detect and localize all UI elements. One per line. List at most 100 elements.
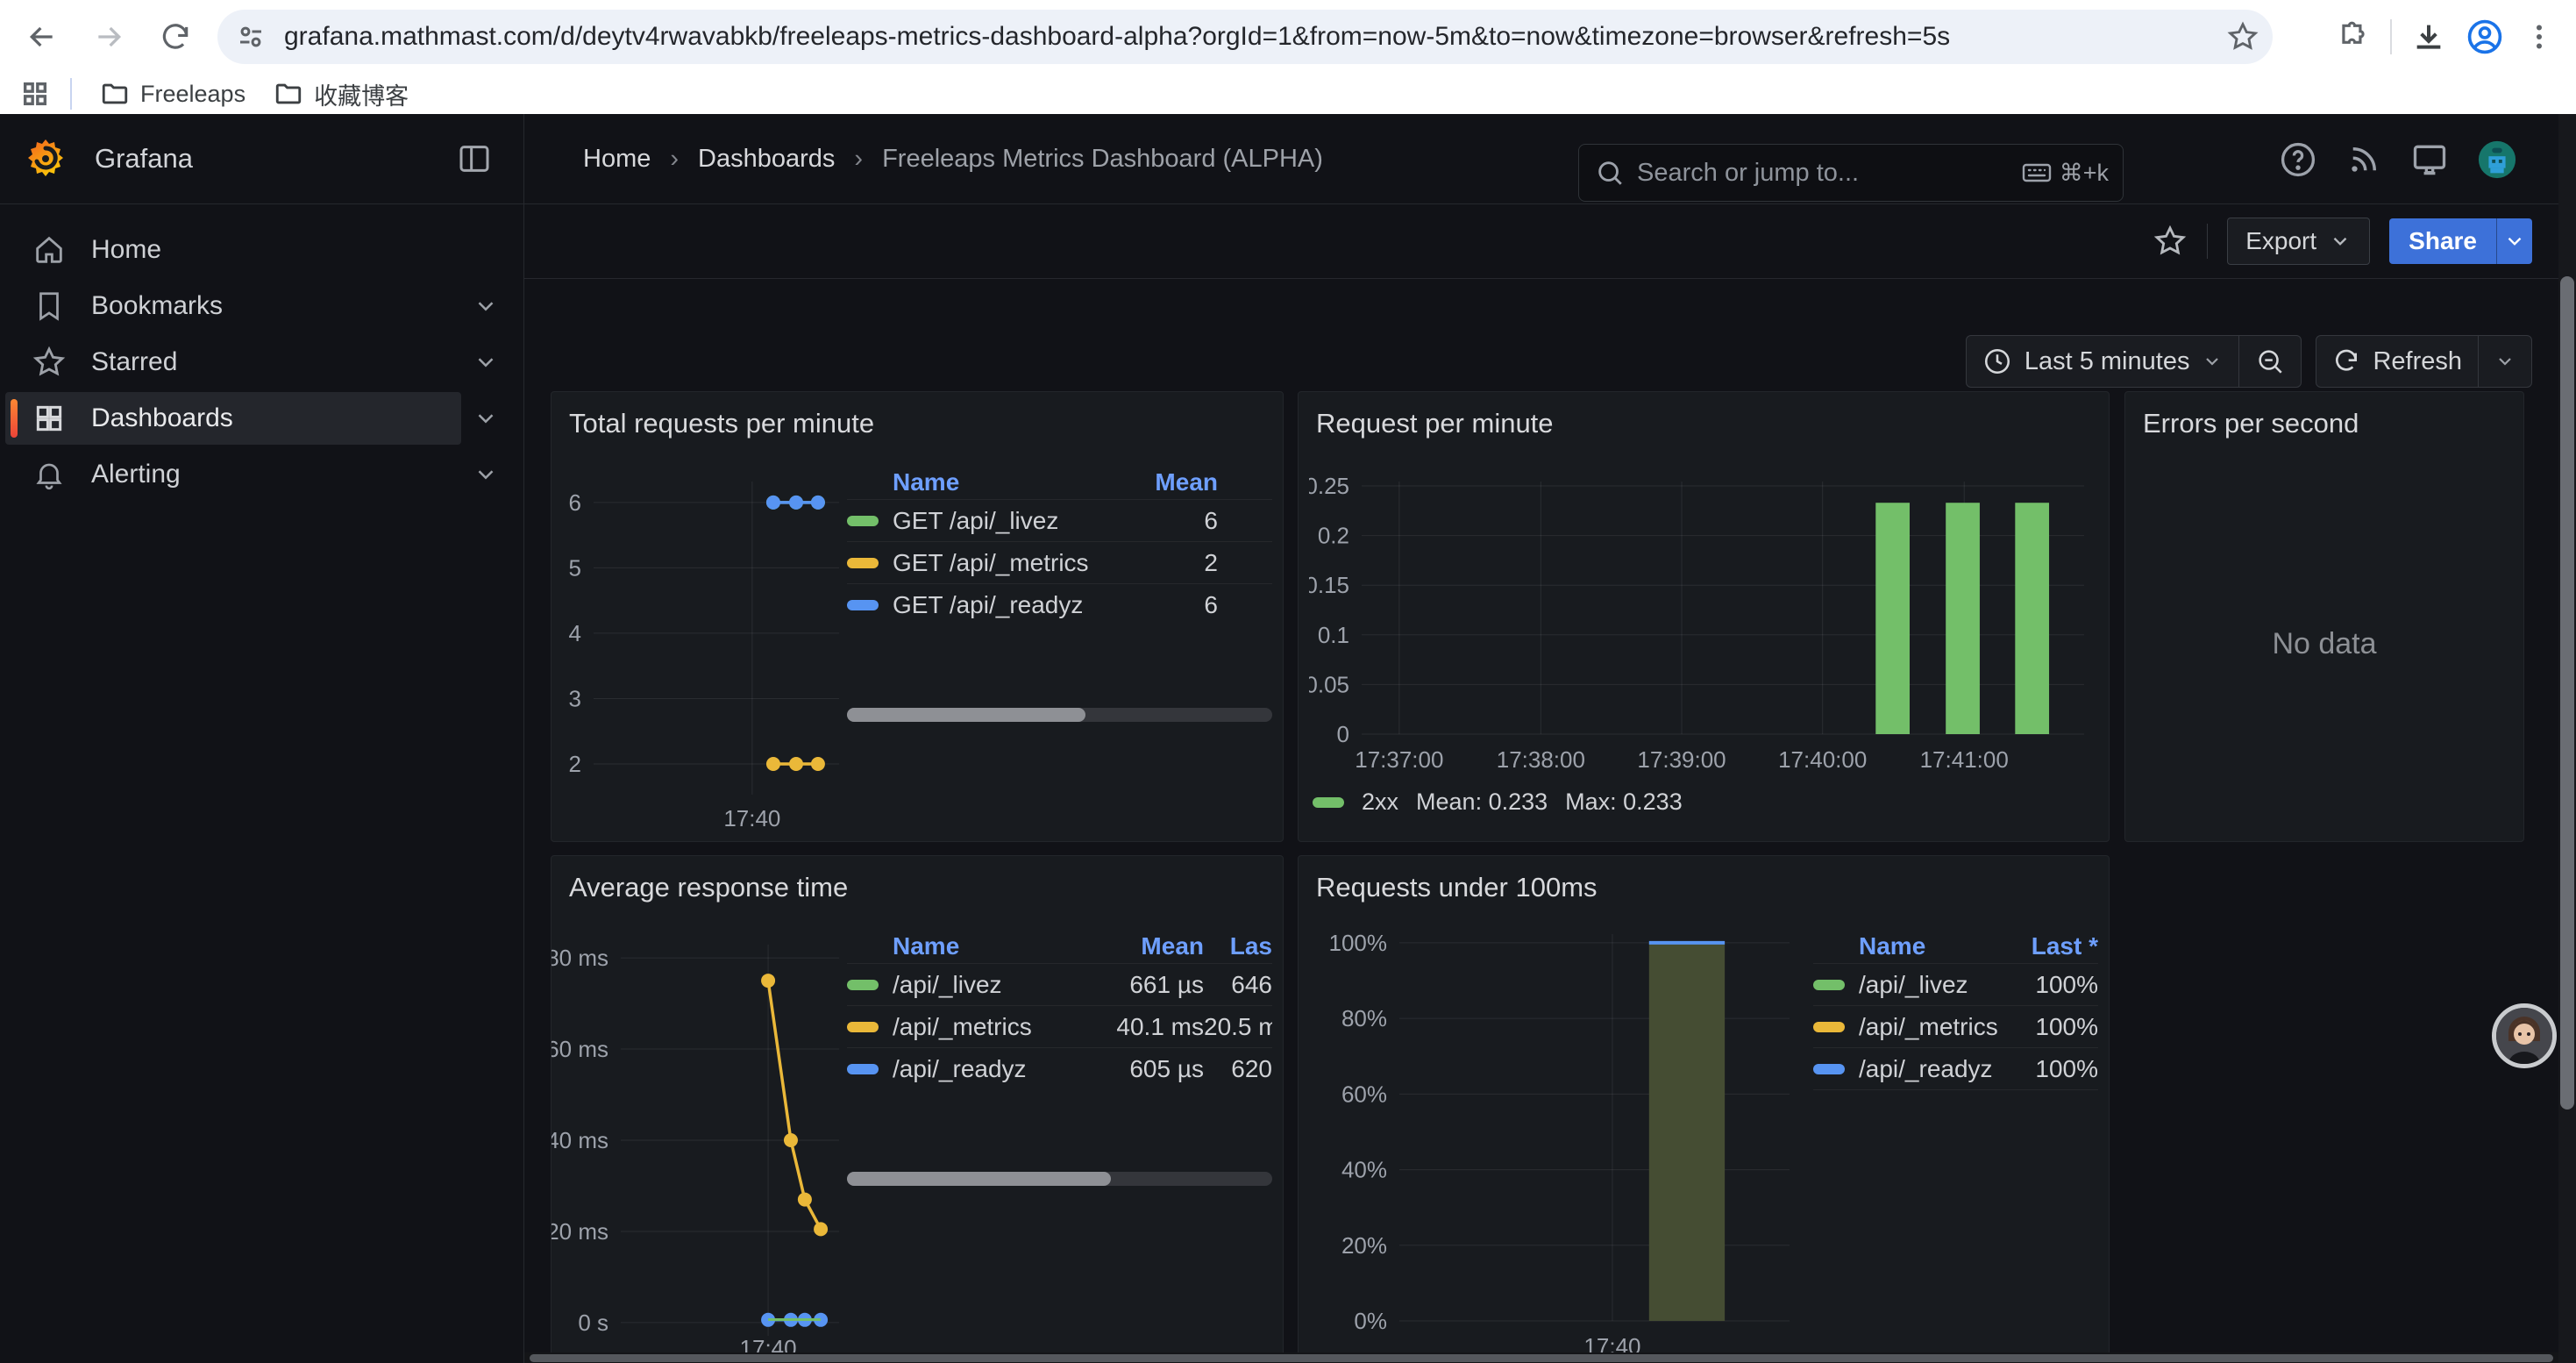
time-range-picker[interactable]: Last 5 minutes [1967, 336, 2239, 387]
chevron-down-icon[interactable] [473, 405, 499, 432]
legend-col-name[interactable]: Name [847, 468, 1113, 496]
kiosk-monitor-icon[interactable] [2410, 140, 2449, 179]
legend-col-mean[interactable]: Mean [1113, 468, 1218, 496]
panel-title[interactable]: Total requests per minute [569, 408, 874, 439]
sidebar-item-starred[interactable]: Starred [0, 334, 523, 390]
legend-row[interactable]: GET /api/_readyz 6 [847, 583, 1272, 625]
series-color-pill [847, 1064, 879, 1074]
dock-sidebar-icon[interactable] [457, 141, 492, 176]
legend-col-name[interactable]: Name [1813, 932, 2002, 960]
search-placeholder: Search or jump to... [1637, 159, 2021, 188]
sidebar-item-label: Bookmarks [91, 291, 223, 321]
url-bar[interactable]: grafana.mathmast.com/d/deytv4rwavabkb/fr… [217, 10, 2273, 64]
requests-under-100ms-chart[interactable]: 100%80%60%40%20%0%17:40 [1299, 924, 1825, 1363]
news-rss-icon[interactable] [2345, 141, 2382, 178]
panel-title[interactable]: Average response time [569, 872, 848, 903]
series-mean-stat: Mean: 0.233 [1416, 789, 1548, 816]
chevron-down-icon[interactable] [473, 293, 499, 319]
browser-menu-icon[interactable] [2518, 16, 2560, 58]
legend-col-last[interactable]: Last * [2002, 932, 2098, 960]
vertical-scrollbar-thumb[interactable] [2560, 276, 2574, 1110]
series-name[interactable]: /api/_readyz [1859, 1055, 1993, 1083]
series-name[interactable]: /api/_metrics [1859, 1013, 1998, 1041]
series-name[interactable]: /api/_metrics [893, 1013, 1032, 1041]
legend-row[interactable]: GET /api/_metrics 2 [847, 541, 1272, 583]
breadcrumb-home[interactable]: Home [583, 145, 651, 174]
user-avatar[interactable] [2477, 139, 2517, 180]
sidebar-item-bookmarks[interactable]: Bookmarks [0, 278, 523, 334]
legend-row[interactable]: /api/_readyz 605 µs 620 [847, 1047, 1272, 1089]
sidebar-header: Grafana [0, 114, 523, 204]
bookmark-folder-blogs[interactable]: 收藏博客 [260, 72, 423, 117]
chevron-down-icon[interactable] [473, 461, 499, 488]
legend-row[interactable]: GET /api/_livez 6 [847, 499, 1272, 541]
search-input[interactable]: Search or jump to... ⌘+k [1578, 144, 2124, 202]
bookmark-folder-freeleaps[interactable]: Freeleaps [86, 74, 260, 114]
back-icon[interactable] [21, 16, 63, 58]
svg-text:80 ms: 80 ms [551, 945, 608, 971]
forward-icon[interactable] [88, 16, 130, 58]
export-button[interactable]: Export [2227, 218, 2370, 265]
legend-scrollbar[interactable] [847, 1172, 1272, 1186]
profile-icon[interactable] [2464, 16, 2506, 58]
brand-name[interactable]: Grafana [95, 143, 193, 175]
legend-row[interactable]: /api/_livez 661 µs 646 [847, 963, 1272, 1005]
sidebar-item-alerting[interactable]: Alerting [0, 446, 523, 503]
floating-assistant-avatar[interactable] [2492, 1003, 2557, 1068]
sidebar-item-home[interactable]: Home [0, 222, 523, 278]
sidebar-item-dashboards[interactable]: Dashboards [0, 390, 523, 446]
legend: 2xx Mean: 0.233 Max: 0.233 [1313, 789, 1683, 816]
series-mean: 661 µs [1072, 971, 1204, 999]
chevron-down-icon [2329, 230, 2352, 253]
series-name[interactable]: /api/_readyz [893, 1055, 1027, 1083]
breadcrumb-current: Freeleaps Metrics Dashboard (ALPHA) [882, 145, 1323, 174]
series-color-pill [1813, 1022, 1845, 1032]
request-per-minute-chart[interactable]: 0.250.20.150.10.05017:37:0017:38:0017:39… [1309, 460, 2098, 783]
site-settings-icon[interactable] [230, 16, 272, 58]
legend-col-mean[interactable]: Mean [1072, 932, 1204, 960]
share-menu-button[interactable] [2496, 218, 2532, 264]
legend-col-name[interactable]: Name [847, 932, 1072, 960]
avg-response-chart[interactable]: 80 ms60 ms40 ms20 ms0 s17:40 [551, 924, 857, 1363]
breadcrumb-dashboards[interactable]: Dashboards [698, 145, 835, 174]
panel-title[interactable]: Request per minute [1316, 408, 1554, 439]
panel-title[interactable]: Requests under 100ms [1316, 872, 1598, 903]
zoom-out-button[interactable] [2239, 336, 2301, 387]
series-name[interactable]: 2xx [1362, 789, 1398, 816]
bookmark-icon [30, 287, 68, 325]
total-requests-chart[interactable]: 6543217:40 [551, 460, 857, 838]
downloads-icon[interactable] [2408, 16, 2450, 58]
refresh-button[interactable]: Refresh [2316, 336, 2478, 387]
vertical-scrollbar[interactable] [2558, 114, 2576, 1363]
legend-row[interactable]: /api/_metrics 100% [1813, 1005, 2098, 1047]
grafana-logo[interactable] [25, 138, 67, 180]
help-icon[interactable] [2279, 140, 2317, 179]
series-name[interactable]: /api/_livez [1859, 971, 1968, 999]
horizontal-scrollbar-thumb[interactable] [530, 1354, 2553, 1362]
legend-col-last[interactable]: Las [1204, 932, 1272, 960]
panel-avg-response-time: Average response time 80 ms60 ms40 ms20 … [551, 855, 1284, 1363]
reload-icon[interactable] [154, 16, 196, 58]
series-name[interactable]: GET /api/_metrics [893, 549, 1089, 577]
series-name[interactable]: /api/_livez [893, 971, 1002, 999]
svg-text:17:37:00: 17:37:00 [1355, 746, 1443, 773]
url-text[interactable]: grafana.mathmast.com/d/deytv4rwavabkb/fr… [284, 22, 2222, 52]
chevron-down-icon[interactable] [473, 349, 499, 375]
star-dashboard-icon[interactable] [2153, 224, 2188, 259]
share-button[interactable]: Share [2389, 218, 2496, 264]
apps-grid-icon[interactable] [14, 73, 56, 115]
legend-row[interactable]: /api/_livez 100% [1813, 963, 2098, 1005]
extensions-icon[interactable] [2332, 16, 2374, 58]
bookmark-star-icon[interactable] [2222, 16, 2264, 58]
series-name[interactable]: GET /api/_readyz [893, 591, 1083, 619]
folder-icon [100, 79, 130, 109]
horizontal-scrollbar[interactable] [524, 1352, 2558, 1363]
no-data-message: No data [2125, 627, 2523, 661]
legend-row[interactable]: /api/_metrics 40.1 ms 20.5 m [847, 1005, 1272, 1047]
breadcrumb-separator: › [854, 145, 863, 174]
legend-row[interactable]: /api/_readyz 100% [1813, 1047, 2098, 1090]
refresh-interval-button[interactable] [2479, 336, 2531, 387]
legend-scrollbar[interactable] [847, 708, 1272, 722]
series-name[interactable]: GET /api/_livez [893, 507, 1058, 535]
panel-title[interactable]: Errors per second [2143, 408, 2359, 439]
